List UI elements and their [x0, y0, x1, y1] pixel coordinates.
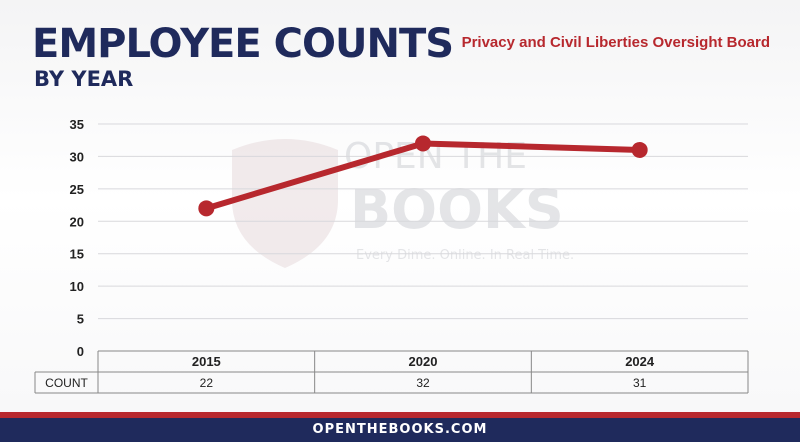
agency-name: Privacy and Civil Liberties Oversight Bo…	[461, 34, 770, 51]
series-count	[198, 135, 648, 217]
y-axis-ticks: 0 5 10 15 20 25 30 35	[70, 117, 84, 359]
footer-site-link[interactable]: OPENTHEBOOKS.COM	[0, 418, 800, 442]
data-point	[415, 135, 431, 152]
x-tick-label: 2020	[409, 354, 438, 369]
x-tick-label: 2015	[192, 354, 221, 369]
y-tick-label: 15	[70, 247, 84, 262]
data-table: COUNT 2015 22 2020 32 2024 31	[34, 350, 749, 394]
y-tick-label: 25	[70, 182, 84, 197]
footer-accent-bar	[0, 412, 800, 418]
watermark: OPEN THE BOOKS Every Dime. Online. In Re…	[232, 136, 574, 268]
table-row-label: COUNT	[45, 376, 88, 390]
table-cell: 22	[200, 376, 214, 390]
watermark-line2: BOOKS	[350, 178, 564, 241]
page-subtitle: BY YEAR	[34, 67, 134, 91]
line-chart: OPEN THE BOOKS Every Dime. Online. In Re…	[34, 117, 749, 394]
watermark-tagline: Every Dime. Online. In Real Time.	[356, 248, 574, 263]
shield-flag-icon	[232, 139, 338, 268]
page-title: EMPLOYEE COUNTS	[32, 21, 454, 67]
y-tick-label: 10	[70, 279, 84, 294]
y-tick-label: 30	[70, 149, 84, 164]
table-cell: 31	[633, 376, 647, 390]
table-cell: 32	[416, 376, 430, 390]
y-tick-label: 20	[70, 214, 84, 229]
y-tick-label: 5	[77, 312, 84, 327]
y-tick-label: 0	[77, 344, 84, 359]
y-tick-label: 35	[70, 117, 84, 132]
data-point	[198, 200, 215, 217]
data-point	[631, 141, 648, 158]
x-tick-label: 2024	[625, 354, 655, 369]
